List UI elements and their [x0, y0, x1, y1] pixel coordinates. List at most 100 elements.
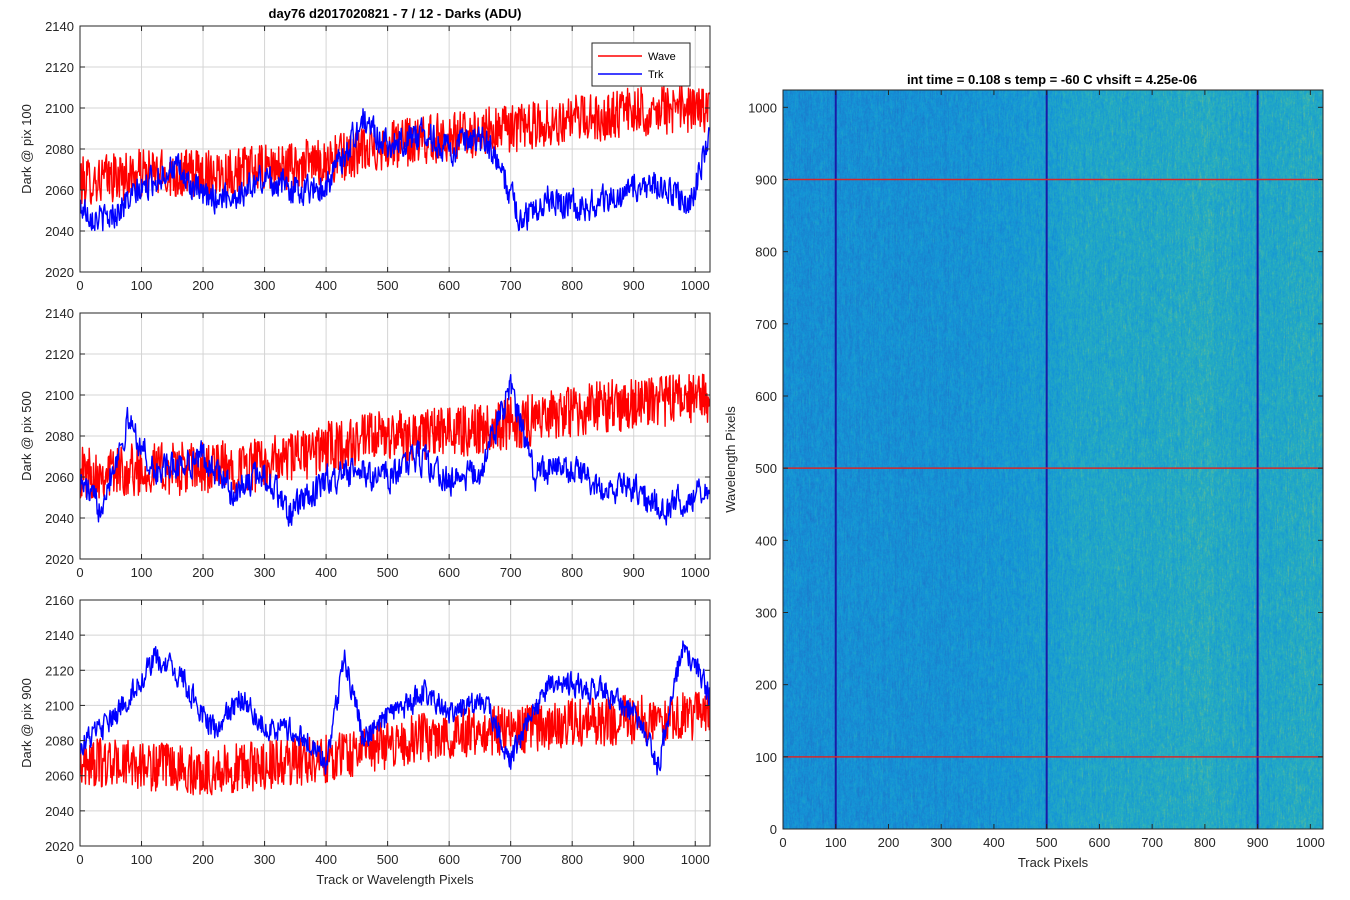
y-tick-label: 0	[770, 822, 777, 837]
x-tick-label: 500	[1036, 835, 1058, 850]
y-axis-label: Dark @ pix 900	[19, 678, 34, 768]
left-figure-title: day76 d2017020821 - 7 / 12 - Darks (ADU)	[269, 6, 522, 21]
y-tick-label: 2020	[45, 265, 74, 280]
y-axis-label: Dark @ pix 500	[19, 391, 34, 481]
series-line-wave	[80, 373, 710, 499]
x-tick-label: 800	[561, 565, 583, 580]
y-tick-label: 2080	[45, 429, 74, 444]
x-tick-label: 300	[254, 278, 276, 293]
x-tick-label: 400	[983, 835, 1005, 850]
y-axis-label: Dark @ pix 100	[19, 104, 34, 194]
plot-dark-pix-500: 0 100 200 300 400 500 600 700 800 900 1000 2020 2040…	[19, 306, 711, 580]
x-tick-label: 600	[438, 852, 460, 867]
x-tick-label: 1000	[681, 278, 710, 293]
y-tick-label: 2020	[45, 552, 74, 567]
x-tick-label: 0	[779, 835, 786, 850]
x-tick-label: 300	[254, 852, 276, 867]
y-tick-label: 300	[755, 605, 777, 620]
plot-dark-pix-100: 0 100 200 300 400 500 600 700 800 900 1000 2020 2040…	[19, 19, 711, 293]
x-tick-label: 100	[131, 852, 153, 867]
heatmap-dark-frame: 0 100 200 300 400 500 600 700 800 900 1000 0 100 200 3…	[723, 89, 1325, 870]
x-tick-label: 1000	[1296, 835, 1325, 850]
y-tick-label: 2040	[45, 224, 74, 239]
heatmap-canvas	[783, 90, 1323, 829]
series-line-trk	[80, 374, 710, 527]
y-tick-label: 2060	[45, 183, 74, 198]
x-tick-label: 300	[254, 565, 276, 580]
x-tick-label: 900	[623, 852, 645, 867]
x-tick-label: 0	[76, 852, 83, 867]
x-tick-label: 200	[192, 852, 214, 867]
x-tick-label: 900	[623, 565, 645, 580]
y-tick-label: 2100	[45, 698, 74, 713]
x-tick-label: 800	[561, 278, 583, 293]
legend-label-wave: Wave	[648, 51, 676, 63]
y-tick-label: 500	[755, 461, 777, 476]
x-tick-label: 700	[1141, 835, 1163, 850]
x-tick-label: 700	[500, 852, 522, 867]
x-tick-label: 400	[315, 565, 337, 580]
y-tick-label: 2040	[45, 804, 74, 819]
x-tick-label: 0	[76, 278, 83, 293]
legend-label-trk: Trk	[648, 69, 664, 81]
x-tick-label: 200	[192, 565, 214, 580]
y-tick-label: 2140	[45, 628, 74, 643]
x-tick-label: 400	[315, 852, 337, 867]
x-axis-label: Track Pixels	[1018, 855, 1089, 870]
x-tick-label: 300	[930, 835, 952, 850]
x-tick-label: 900	[623, 278, 645, 293]
y-tick-label: 100	[755, 750, 777, 765]
x-tick-label: 200	[878, 835, 900, 850]
x-axis-label: Track or Wavelength Pixels	[316, 872, 474, 887]
x-tick-label: 500	[377, 278, 399, 293]
x-tick-label: 500	[377, 565, 399, 580]
y-tick-label: 2140	[45, 19, 74, 34]
y-tick-label: 2060	[45, 769, 74, 784]
plot-dark-pix-900: 0 100 200 300 400 500 600 700 800 900 1000 2020 2040…	[19, 593, 711, 887]
x-tick-label: 1000	[681, 852, 710, 867]
x-tick-label: 500	[377, 852, 399, 867]
y-tick-label: 2080	[45, 142, 74, 157]
y-tick-label: 600	[755, 389, 777, 404]
y-tick-label: 2120	[45, 663, 74, 678]
x-tick-label: 900	[1247, 835, 1269, 850]
y-tick-label: 2120	[45, 60, 74, 75]
y-tick-label: 1000	[748, 100, 777, 115]
y-tick-label: 400	[755, 533, 777, 548]
axes-frame	[79, 599, 711, 847]
heatmap-image	[783, 90, 1323, 829]
x-tick-label: 200	[192, 278, 214, 293]
legend-box	[591, 42, 691, 87]
series-line-trk	[80, 108, 710, 232]
x-tick-label: 700	[500, 565, 522, 580]
y-tick-label: 2020	[45, 839, 74, 854]
y-tick-label: 700	[755, 317, 777, 332]
axes-frame	[782, 89, 1324, 830]
x-tick-label: 1000	[681, 565, 710, 580]
x-tick-label: 600	[438, 565, 460, 580]
series-line-trk	[80, 640, 710, 776]
y-axis-label: Wavelength Pixels	[723, 406, 738, 513]
series-line-wave	[80, 691, 710, 796]
y-tick-label: 2060	[45, 470, 74, 485]
x-tick-label: 100	[131, 565, 153, 580]
y-tick-label: 2120	[45, 347, 74, 362]
y-tick-label: 2100	[45, 388, 74, 403]
x-tick-label: 800	[1194, 835, 1216, 850]
y-tick-label: 200	[755, 678, 777, 693]
y-tick-label: 900	[755, 172, 777, 187]
y-tick-label: 2100	[45, 101, 74, 116]
y-tick-label: 2160	[45, 593, 74, 608]
y-tick-label: 2140	[45, 306, 74, 321]
x-tick-label: 600	[438, 278, 460, 293]
x-tick-label: 100	[825, 835, 847, 850]
y-tick-label: 2040	[45, 511, 74, 526]
x-tick-label: 600	[1089, 835, 1111, 850]
x-tick-label: 400	[315, 278, 337, 293]
x-tick-label: 700	[500, 278, 522, 293]
x-tick-label: 0	[76, 565, 83, 580]
y-tick-label: 800	[755, 245, 777, 260]
x-tick-label: 100	[131, 278, 153, 293]
heatmap-title: int time = 0.108 s temp = -60 C vhsift =…	[907, 72, 1197, 87]
